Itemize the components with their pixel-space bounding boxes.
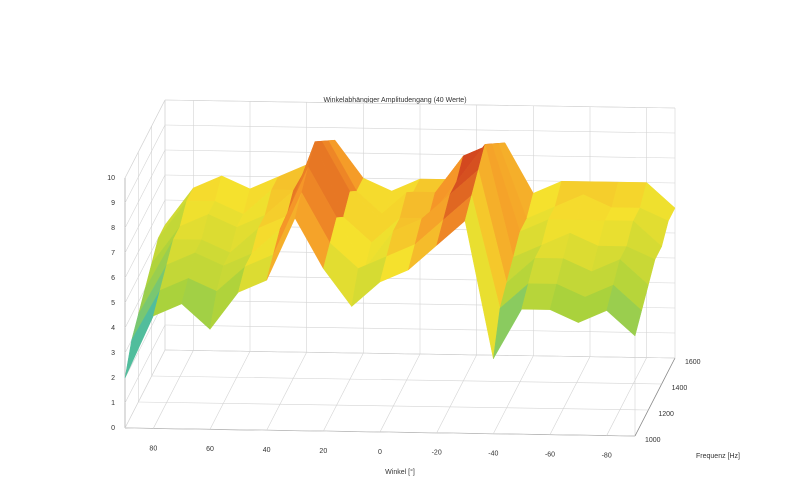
z-tick-label: 4 xyxy=(111,325,115,332)
grid-line xyxy=(164,149,676,159)
grid-line xyxy=(124,124,166,204)
x-tick-label: 60 xyxy=(206,446,214,453)
grid-line xyxy=(124,174,166,254)
grid-line xyxy=(124,199,166,279)
x-tick-label: 80 xyxy=(149,445,157,452)
grid-line xyxy=(379,353,421,433)
y-tick-label: 1400 xyxy=(672,385,688,392)
grid-line xyxy=(164,124,676,134)
grid-line xyxy=(266,352,307,431)
grid-line xyxy=(436,354,477,434)
x-axis-label: Winkel [°] xyxy=(385,468,415,476)
grid-line xyxy=(164,324,676,334)
grid-line xyxy=(124,99,166,179)
z-tick-label: 2 xyxy=(111,375,115,382)
box-edge xyxy=(634,357,676,437)
grid-line xyxy=(209,351,251,430)
grid-line xyxy=(323,352,364,432)
surface-patch xyxy=(606,284,642,337)
x-tick-label: 20 xyxy=(319,448,327,455)
grid-line xyxy=(153,350,194,429)
z-tick-label: 0 xyxy=(111,425,115,432)
y-axis-label: Frequenz [Hz] xyxy=(696,453,740,460)
chart-title: Winkelabhängiger Amplitudengang (40 Wert… xyxy=(323,97,466,104)
grid-line xyxy=(493,355,534,434)
x-tick-label: -20 xyxy=(432,450,442,457)
z-tick-label: 3 xyxy=(111,350,115,357)
x-tick-label: -60 xyxy=(545,452,555,459)
z-tick-label: 1 xyxy=(111,400,115,407)
grid-line xyxy=(151,375,662,385)
z-tick-label: 7 xyxy=(111,250,115,257)
grid-line xyxy=(549,356,591,435)
grid-line xyxy=(138,401,649,411)
grid-line xyxy=(124,324,166,404)
grid-line xyxy=(124,427,636,437)
z-tick-label: 9 xyxy=(111,200,115,207)
grid-line xyxy=(164,99,676,109)
x-tick-label: -80 xyxy=(602,452,612,459)
grid-line xyxy=(124,149,166,229)
grid-line xyxy=(124,349,166,429)
y-tick-label: 1000 xyxy=(645,437,661,444)
z-tick-label: 6 xyxy=(111,275,115,282)
z-tick-label: 5 xyxy=(111,300,115,307)
grid-line xyxy=(164,349,676,359)
z-tick-label: 10 xyxy=(107,175,115,182)
z-tick-label: 8 xyxy=(111,225,115,232)
y-tick-label: 1600 xyxy=(685,359,701,366)
grid-line xyxy=(606,357,647,436)
x-tick-label: 0 xyxy=(378,449,382,456)
x-tick-label: 40 xyxy=(263,447,271,454)
x-tick-label: -40 xyxy=(488,451,498,458)
y-tick-label: 1200 xyxy=(658,411,674,418)
